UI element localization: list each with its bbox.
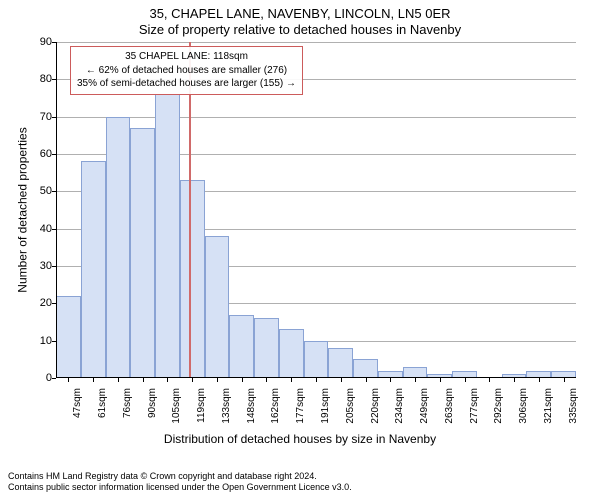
chart-container: 35, CHAPEL LANE, NAVENBY, LINCOLN, LN5 0… — [0, 0, 600, 500]
x-tick-label: 335sqm — [568, 388, 579, 438]
x-tick-label: 177sqm — [295, 388, 306, 438]
y-tick-label: 10 — [12, 335, 52, 347]
x-tick-mark — [143, 378, 144, 382]
y-axis-line — [56, 42, 57, 378]
x-tick-label: 220sqm — [370, 388, 381, 438]
histogram-bar — [304, 341, 329, 378]
x-tick-label: 263sqm — [444, 388, 455, 438]
y-tick-label: 30 — [12, 260, 52, 272]
histogram-bar — [106, 117, 131, 378]
histogram-bar — [279, 329, 304, 378]
x-tick-mark — [167, 378, 168, 382]
histogram-bar — [155, 94, 180, 378]
x-tick-mark — [118, 378, 119, 382]
x-tick-label: 162sqm — [270, 388, 281, 438]
x-tick-label: 191sqm — [320, 388, 331, 438]
y-axis-label-wrap: Number of detached properties — [14, 42, 32, 378]
x-tick-mark — [366, 378, 367, 382]
x-tick-mark — [440, 378, 441, 382]
annotation-box: 35 CHAPEL LANE: 118sqm← 62% of detached … — [70, 46, 303, 95]
x-tick-label: 234sqm — [394, 388, 405, 438]
x-tick-mark — [415, 378, 416, 382]
footer-attribution: Contains HM Land Registry data © Crown c… — [8, 471, 592, 494]
x-tick-mark — [564, 378, 565, 382]
y-tick-label: 40 — [12, 223, 52, 235]
x-tick-mark — [390, 378, 391, 382]
annotation-line: ← 62% of detached houses are smaller (27… — [77, 64, 296, 78]
x-tick-label: 321sqm — [543, 388, 554, 438]
y-tick-mark — [52, 378, 56, 379]
x-tick-mark — [93, 378, 94, 382]
y-tick-label: 90 — [12, 36, 52, 48]
plot-area: 35 CHAPEL LANE: 118sqm← 62% of detached … — [56, 42, 576, 378]
x-tick-mark — [242, 378, 243, 382]
x-tick-label: 61sqm — [97, 388, 108, 438]
annotation-line: 35 CHAPEL LANE: 118sqm — [77, 50, 296, 64]
x-tick-label: 306sqm — [518, 388, 529, 438]
x-tick-label: 90sqm — [147, 388, 158, 438]
x-tick-label: 47sqm — [72, 388, 83, 438]
x-tick-mark — [514, 378, 515, 382]
histogram-bar — [205, 236, 230, 378]
y-tick-label: 20 — [12, 297, 52, 309]
histogram-bar — [81, 161, 106, 378]
x-tick-mark — [465, 378, 466, 382]
chart-title-sub: Size of property relative to detached ho… — [0, 22, 600, 37]
y-tick-label: 50 — [12, 185, 52, 197]
x-tick-mark — [316, 378, 317, 382]
x-tick-label: 205sqm — [345, 388, 356, 438]
x-tick-label: 76sqm — [122, 388, 133, 438]
x-axis-line — [56, 377, 576, 378]
x-tick-label: 133sqm — [221, 388, 232, 438]
x-tick-mark — [539, 378, 540, 382]
x-tick-mark — [341, 378, 342, 382]
x-tick-mark — [291, 378, 292, 382]
histogram-bar — [229, 315, 254, 378]
x-tick-label: 119sqm — [196, 388, 207, 438]
x-tick-mark — [266, 378, 267, 382]
histogram-bar — [353, 359, 378, 378]
y-tick-label: 0 — [12, 372, 52, 384]
y-tick-label: 60 — [12, 148, 52, 160]
x-tick-label: 249sqm — [419, 388, 430, 438]
histogram-bar — [56, 296, 81, 378]
x-tick-mark — [68, 378, 69, 382]
histogram-bar — [328, 348, 353, 378]
x-tick-label: 148sqm — [246, 388, 257, 438]
footer-line-2: Contains public sector information licen… — [8, 482, 592, 494]
x-tick-label: 292sqm — [493, 388, 504, 438]
histogram-bar — [180, 180, 205, 378]
x-tick-label: 105sqm — [171, 388, 182, 438]
x-axis-label: Distribution of detached houses by size … — [0, 432, 600, 446]
x-tick-mark — [192, 378, 193, 382]
x-tick-label: 277sqm — [469, 388, 480, 438]
histogram-bar — [130, 128, 155, 378]
histogram-bar — [254, 318, 279, 378]
annotation-line: 35% of semi-detached houses are larger (… — [77, 77, 296, 91]
x-tick-mark — [217, 378, 218, 382]
chart-title-main: 35, CHAPEL LANE, NAVENBY, LINCOLN, LN5 0… — [0, 6, 600, 21]
footer-line-1: Contains HM Land Registry data © Crown c… — [8, 471, 592, 483]
y-tick-label: 70 — [12, 111, 52, 123]
x-tick-mark — [489, 378, 490, 382]
y-tick-label: 80 — [12, 73, 52, 85]
